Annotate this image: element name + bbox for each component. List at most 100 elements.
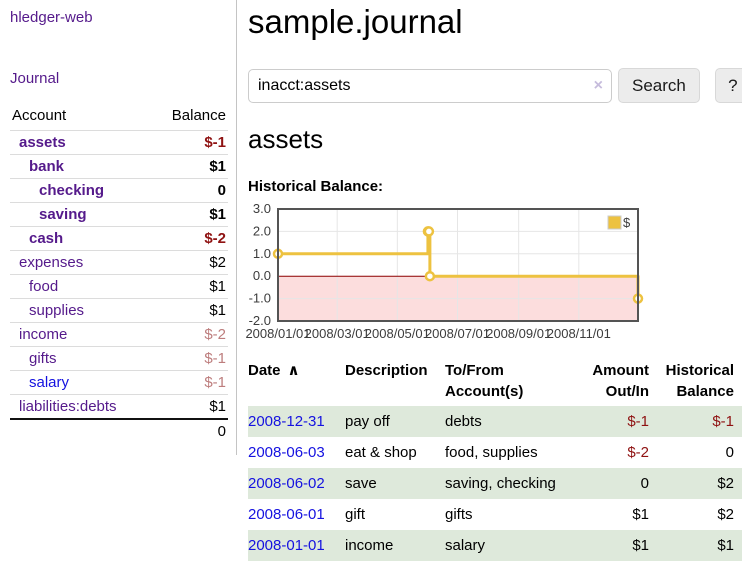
- x-tick-label: 2008/11/01: [547, 326, 611, 341]
- transaction-row: 2008-06-01 gift gifts $1 $2: [248, 499, 742, 530]
- y-tick-label: 1.0: [253, 246, 271, 261]
- account-balance: $1: [151, 202, 228, 227]
- app-title-link[interactable]: hledger-web: [10, 9, 93, 26]
- x-tick-label: 2008/05/01: [365, 326, 430, 341]
- account-name-cell: bank: [10, 154, 152, 179]
- account-balance: $-2: [151, 226, 228, 251]
- account-balance: $-1: [151, 346, 228, 371]
- txn-header-amount-out-in: Amount Out/In: [592, 362, 649, 400]
- txn-date-link[interactable]: 2008-01-01: [248, 537, 325, 554]
- account-row: food $1: [10, 274, 228, 299]
- y-tick-label: -1.0: [249, 291, 271, 306]
- transaction-row: 2008-06-03 eat & shop food, supplies $-2 0: [248, 437, 742, 468]
- account-link-expenses[interactable]: expenses: [19, 254, 84, 271]
- txn-date-cell: 2008-06-01: [248, 499, 345, 530]
- txn-header-historical-balance: Historical Balance: [665, 362, 734, 400]
- account-link-salary[interactable]: salary: [29, 374, 70, 391]
- txn-date-link[interactable]: 2008-12-31: [248, 413, 325, 430]
- y-tick-label: -2.0: [249, 313, 271, 328]
- txn-date-link[interactable]: 2008-06-03: [248, 444, 325, 461]
- transactions-table: Date ∧ Description To/From Account(s) Amount O…: [248, 358, 742, 561]
- txn-description: gift: [345, 506, 366, 523]
- accounts-total-value: 0: [151, 418, 228, 443]
- search-form: × Search ?: [248, 68, 742, 103]
- account-row: saving $1: [10, 202, 228, 227]
- txn-date-link[interactable]: 2008-06-01: [248, 506, 325, 523]
- account-link-gifts[interactable]: gifts: [29, 350, 57, 367]
- data-point: [423, 226, 435, 237]
- x-tick-label: 2008/01/01: [245, 326, 310, 341]
- account-link-liabilities-debts[interactable]: liabilities:debts: [19, 398, 117, 415]
- transaction-row: 2008-01-01 income salary $1 $1: [248, 530, 742, 561]
- account-balance: $1: [151, 298, 228, 323]
- account-balance: $1: [151, 154, 228, 179]
- plot-border: [277, 208, 639, 322]
- txn-date-cell: 2008-12-31: [248, 406, 345, 437]
- account-row: assets $-1: [10, 130, 228, 155]
- search-input[interactable]: [248, 68, 612, 103]
- txn-description: eat & shop: [345, 444, 417, 461]
- txn-amount: $-2: [627, 444, 649, 461]
- account-name-cell: income: [10, 322, 152, 347]
- transaction-row: 2008-06-02 save saving, checking 0 $2: [248, 468, 742, 499]
- account-link-income[interactable]: income: [19, 326, 68, 343]
- txn-date-link[interactable]: 2008-06-02: [248, 475, 325, 492]
- sidebar-item-journal[interactable]: Journal: [10, 70, 60, 87]
- txn-description: income: [345, 537, 394, 554]
- clear-search-icon[interactable]: ×: [593, 76, 603, 94]
- search-button[interactable]: Search: [618, 68, 700, 103]
- help-button[interactable]: ?: [714, 68, 742, 103]
- account-balance: 0: [151, 178, 228, 203]
- account-name-cell: food: [10, 274, 152, 299]
- account-balance: $2: [151, 250, 228, 275]
- y-tick-label: 3.0: [253, 203, 271, 216]
- account-row: salary $-1: [10, 370, 228, 395]
- accounts-header-balance: Balance: [171, 107, 226, 124]
- txn-accounts: saving, checking: [445, 475, 556, 492]
- transactions-header-row: Date ∧ Description To/From Account(s) Amount O…: [248, 358, 742, 406]
- txn-header-description: Description: [345, 362, 428, 379]
- account-balance: $1: [151, 274, 228, 299]
- x-tick-label: 2008/09/01: [486, 326, 551, 341]
- account-row: expenses $2: [10, 250, 228, 275]
- x-tick-label: 2008/03/01: [305, 326, 370, 341]
- account-name-cell: cash: [10, 226, 152, 251]
- txn-header-to-from-account-s-: To/From Account(s): [445, 362, 524, 400]
- account-name-cell: salary: [10, 370, 152, 395]
- y-tick-label: 0.0: [253, 268, 271, 283]
- account-link-checking[interactable]: checking: [39, 182, 105, 199]
- account-balance: $1: [151, 394, 228, 419]
- account-link-food[interactable]: food: [29, 278, 59, 295]
- txn-date-cell: 2008-06-02: [248, 468, 345, 499]
- txn-balance: $-1: [712, 413, 734, 430]
- txn-header-date: Date ∧: [248, 362, 300, 379]
- account-link-supplies[interactable]: supplies: [29, 302, 85, 319]
- txn-amount: 0: [640, 475, 649, 492]
- account-row: liabilities:debts $1: [10, 394, 228, 419]
- account-row: income $-2: [10, 322, 228, 347]
- account-row: cash $-2: [10, 226, 228, 251]
- account-balance: $-2: [151, 322, 228, 347]
- account-link-bank[interactable]: bank: [29, 158, 65, 175]
- sort-ascending-icon[interactable]: ∧: [287, 362, 300, 379]
- legend-label: $: [623, 215, 631, 230]
- historical-balance-chart: 3.0 2.0 1.0 0.0 -1.0 -2.02008/01/012008/03/01…: [245, 203, 644, 341]
- account-name-cell: checking: [10, 178, 152, 203]
- account-name-cell: supplies: [10, 298, 152, 323]
- account-link-assets[interactable]: assets: [19, 134, 66, 151]
- txn-balance: $2: [717, 506, 734, 523]
- txn-amount: $1: [632, 537, 649, 554]
- legend-swatch-icon: [607, 215, 622, 230]
- main-content: sample.journal × Search ? assets Histori…: [237, 0, 742, 579]
- account-link-cash[interactable]: cash: [29, 230, 64, 247]
- account-row: bank $1: [10, 154, 228, 179]
- txn-accounts: debts: [445, 413, 482, 430]
- chart-label: Historical Balance:: [248, 178, 384, 195]
- account-link-saving[interactable]: saving: [39, 206, 87, 223]
- account-name-cell: expenses: [10, 250, 152, 275]
- x-tick-label: 2008/07/01: [425, 326, 490, 341]
- account-balance: $-1: [151, 130, 228, 155]
- sidebar: hledger-web Journal Account Balance asse…: [0, 0, 237, 455]
- accounts-total-row: 0: [10, 418, 228, 443]
